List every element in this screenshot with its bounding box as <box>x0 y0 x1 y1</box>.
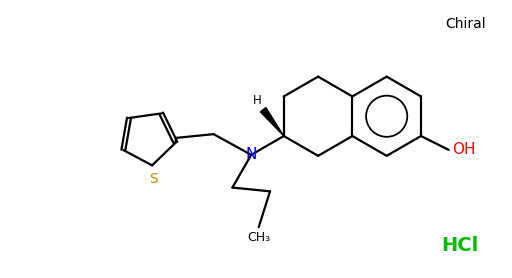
Polygon shape <box>261 108 284 136</box>
Text: OH: OH <box>452 142 475 157</box>
Text: H: H <box>253 94 262 107</box>
Text: S: S <box>148 172 158 186</box>
Text: N: N <box>246 147 257 162</box>
Text: Chiral: Chiral <box>445 17 486 31</box>
Text: CH₃: CH₃ <box>247 231 270 244</box>
Text: HCl: HCl <box>441 236 479 255</box>
